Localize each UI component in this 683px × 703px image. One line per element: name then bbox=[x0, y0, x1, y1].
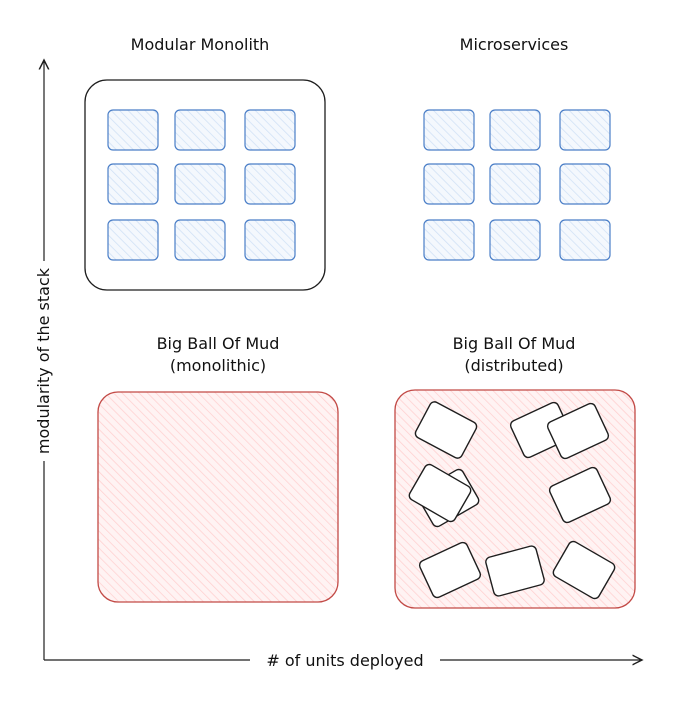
y-axis-label: modularity of the stack bbox=[33, 261, 55, 461]
microservices-title: Microservices bbox=[459, 35, 569, 54]
module-box bbox=[423, 219, 475, 261]
module-box bbox=[423, 109, 475, 151]
service-box bbox=[548, 466, 612, 524]
module-box bbox=[244, 219, 296, 261]
module-box bbox=[559, 109, 611, 151]
service-box bbox=[552, 540, 616, 600]
x-axis-label: # of units deployed bbox=[250, 650, 440, 672]
module-box bbox=[489, 219, 541, 261]
module-box bbox=[489, 163, 541, 205]
mud-monolithic-title: Big Ball Of Mud (monolithic) bbox=[118, 333, 318, 377]
module-box bbox=[107, 109, 159, 151]
module-box bbox=[559, 163, 611, 205]
module-box bbox=[174, 109, 226, 151]
module-box bbox=[489, 109, 541, 151]
module-box bbox=[107, 163, 159, 205]
mud-distributed-title: Big Ball Of Mud (distributed) bbox=[414, 333, 614, 377]
microservices-modules bbox=[423, 109, 611, 261]
mud-monolithic-box bbox=[97, 391, 339, 603]
module-box bbox=[244, 163, 296, 205]
mud-distributed-title-line2: (distributed) bbox=[464, 356, 564, 375]
module-box bbox=[244, 109, 296, 151]
service-box bbox=[485, 545, 545, 597]
module-box bbox=[107, 219, 159, 261]
modular-monolith-container bbox=[84, 79, 326, 291]
module-box bbox=[174, 163, 226, 205]
service-box bbox=[414, 401, 478, 459]
module-box bbox=[174, 219, 226, 261]
distributed-services bbox=[408, 401, 616, 600]
module-box bbox=[423, 163, 475, 205]
service-box bbox=[418, 541, 482, 599]
modular-monolith-title: Modular Monolith bbox=[130, 35, 270, 54]
mud-distributed-title-line1: Big Ball Of Mud bbox=[452, 334, 576, 353]
mud-monolithic-title-line2: (monolithic) bbox=[169, 356, 267, 375]
mud-monolithic-title-line1: Big Ball Of Mud bbox=[156, 334, 280, 353]
module-box bbox=[559, 219, 611, 261]
modular-monolith-modules bbox=[107, 109, 296, 261]
service-box bbox=[546, 402, 610, 460]
service-box bbox=[408, 463, 472, 523]
